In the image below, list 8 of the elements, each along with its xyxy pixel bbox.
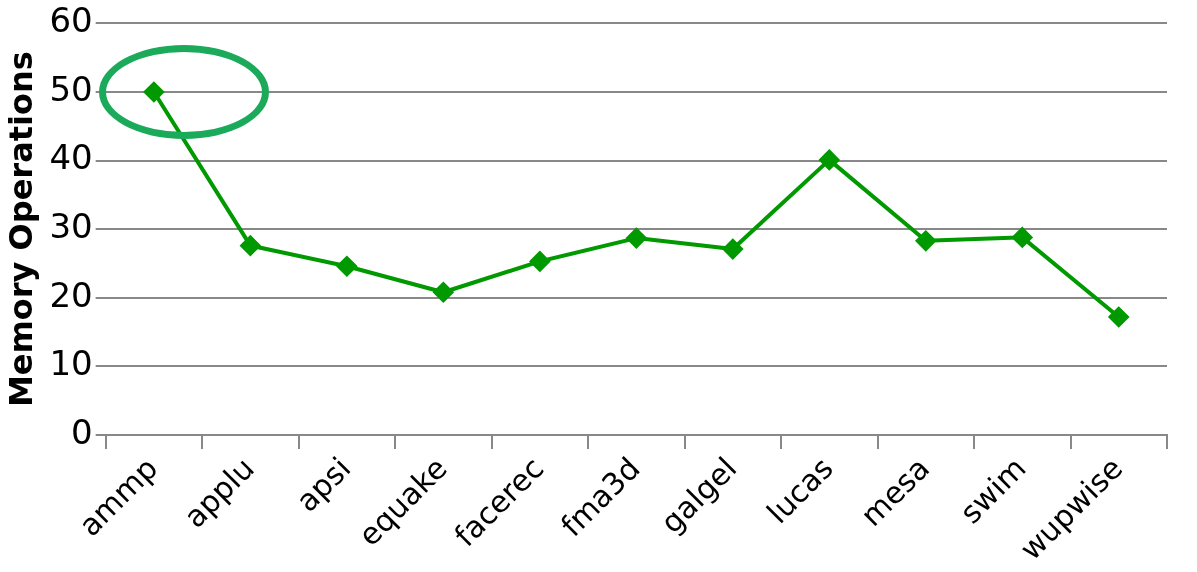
y-tick-label: 40	[49, 137, 93, 178]
y-tick-label: 30	[49, 206, 93, 246]
y-tick-label: 10	[49, 343, 93, 384]
y-axis-title: Memory Operations	[1, 51, 40, 408]
y-tick-label: 20	[49, 274, 93, 315]
y-tick-label: 0	[71, 411, 93, 452]
y-tick-label: 50	[49, 68, 93, 109]
y-tick-label: 60	[49, 0, 93, 41]
